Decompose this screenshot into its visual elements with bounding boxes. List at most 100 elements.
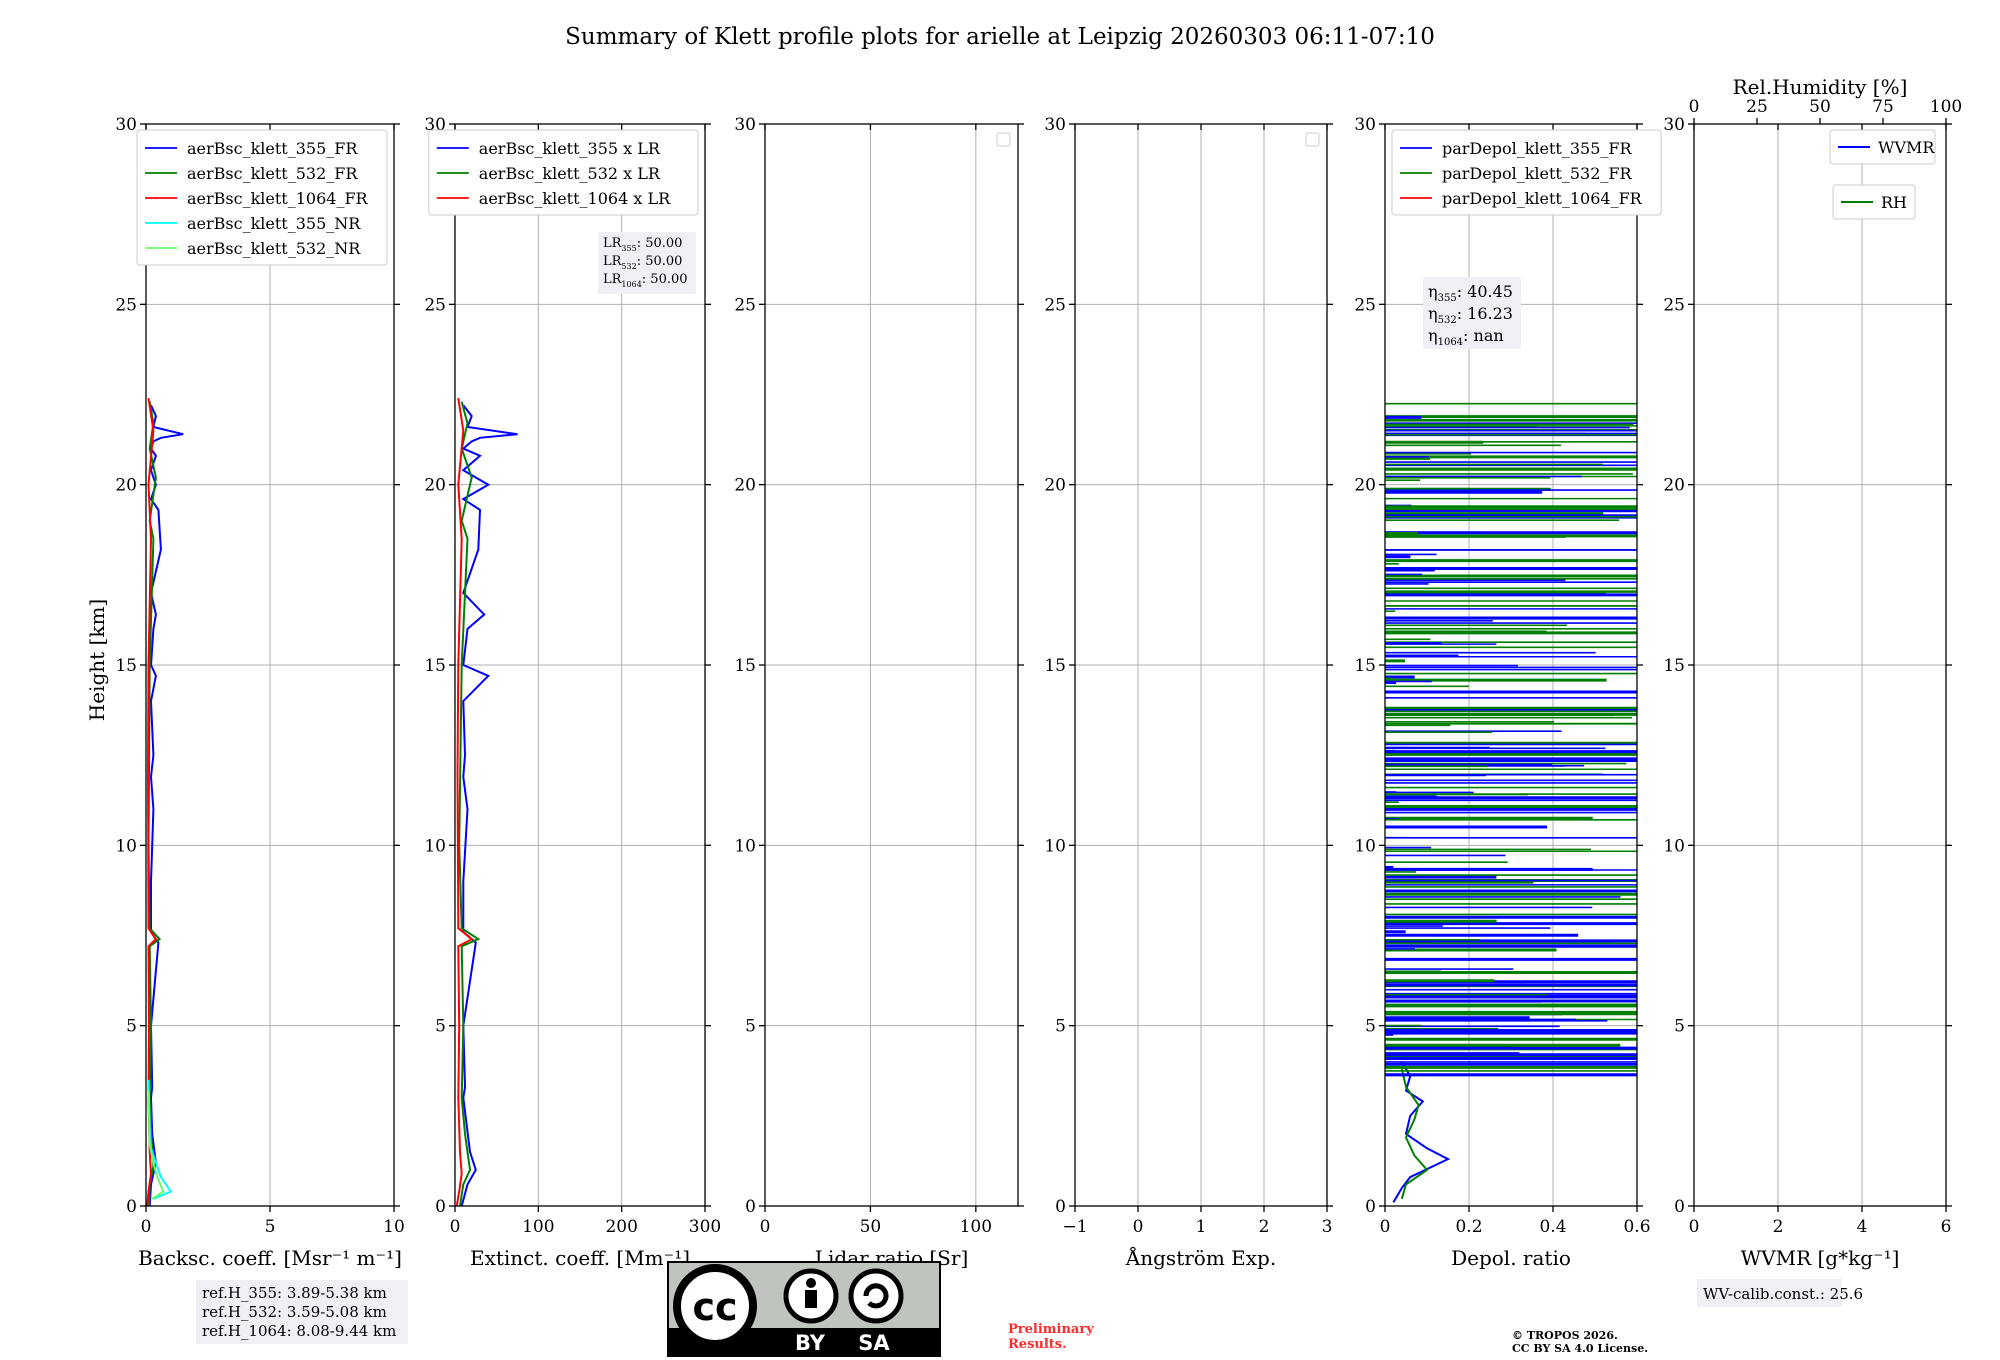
x-axis-label-depol: Depol. ratio [1451,1246,1571,1270]
ytick-label: 20 [1354,476,1376,496]
legend-entry: aerBsc_klett_1064_FR [187,189,369,208]
ytick-label: 5 [1365,1017,1376,1037]
ytick-label: 20 [424,476,446,496]
legend-entry: parDepol_klett_1064_FR [1442,189,1643,208]
top-xtick-label: 75 [1872,97,1894,117]
x-axis-label-ext: Extinct. coeff. [Mm⁻¹] [470,1246,690,1270]
xtick-label: 2 [1259,1217,1270,1237]
ytick-label: 25 [424,295,446,315]
series-group-bsc [146,397,184,1206]
ytick-label: 20 [1044,476,1066,496]
ytick-label: 30 [734,115,756,135]
top-xtick-label: 0 [1689,97,1700,117]
series-line-bsc-4 [147,1090,165,1200]
xtick-label: 0 [1133,1217,1144,1237]
ytick-label: 25 [1354,295,1376,315]
legend-entry: aerBsc_klett_355_FR [187,139,358,158]
xtick-label: 0 [1689,1217,1700,1237]
legend-entry: aerBsc_klett_532_FR [187,164,358,183]
eta-info-text: η532: 16.23 [1428,304,1513,326]
ytick-label: 10 [424,836,446,856]
legend-entry: aerBsc_klett_1064 x LR [479,189,671,208]
ytick-label: 20 [115,476,137,496]
ytick-label: 5 [1674,1017,1685,1037]
ytick-label: 0 [745,1197,756,1217]
eta-info-text: η355: 40.45 [1428,282,1513,304]
legend-entry: RH [1881,193,1907,212]
panel-depol: 0 5 10 15 20 25 30 0 0.2 0.4 0.6 Depol. ratio parDep… [1354,115,1662,1270]
ytick-label: 30 [1663,115,1685,135]
xtick-label: 50 [860,1217,882,1237]
ytick-label: 20 [734,476,756,496]
ytick-label: 15 [1044,656,1066,676]
eta-info-text: η1064: nan [1428,326,1504,348]
top-axis-label: Rel.Humidity [%] [1733,75,1908,99]
wv-calib-box [1697,1279,1842,1307]
lidar-ratio-info-text: LR355: 50.00 [603,236,682,253]
ytick-label: 5 [745,1017,756,1037]
ytick-label: 0 [1365,1197,1376,1217]
series-line-ext-1 [458,401,481,1206]
ytick-label: 30 [115,115,137,135]
series-group-ext [455,397,518,1206]
xtick-label: 200 [605,1217,637,1237]
legend-entry: WVMR [1878,138,1935,157]
top-xtick-label: 50 [1809,97,1831,117]
preliminary-line-2: Results. [1008,1337,1067,1352]
ytick-label: 5 [1055,1017,1066,1037]
series-line-depol-1 [1400,1068,1429,1200]
xtick-label: 6 [1941,1217,1952,1237]
ytick-label: 5 [435,1017,446,1037]
ytick-label: 30 [1044,115,1066,135]
xtick-label: 3 [1322,1217,1333,1237]
series-line-ext-2 [455,397,474,1206]
xtick-label: 100 [960,1217,992,1237]
xtick-label: 0.2 [1455,1217,1482,1237]
series-line-depol-0 [1392,1061,1451,1203]
empty-legend [1305,132,1320,147]
xtick-label: 5 [265,1217,276,1237]
ytick-label: 10 [1354,836,1376,856]
xtick-label: 2 [1773,1217,1784,1237]
legend-entry: aerBsc_klett_532 x LR [479,164,661,183]
ref-height-text: ref.H_1064: 8.08-9.44 km [202,1322,396,1340]
series-group-depol [1385,402,1637,1203]
top-xtick-label: 100 [1930,97,1962,117]
lidar-ratio-info-box [598,232,696,294]
ref-height-text: ref.H_355: 3.89-5.38 km [202,1284,387,1302]
ytick-label: 0 [126,1197,137,1217]
y-axis-label: Height [km] [85,599,109,721]
ytick-label: 15 [424,656,446,676]
ytick-label: 15 [1663,656,1685,676]
xtick-label: 0 [141,1217,152,1237]
preliminary-line-1: Preliminary [1008,1322,1094,1337]
legend-entry: parDepol_klett_355_FR [1442,139,1633,158]
xtick-label: 0.6 [1623,1217,1650,1237]
legend-box-rh [1832,184,1916,220]
ytick-label: 15 [734,656,756,676]
ref-height-text: ref.H_532: 3.59-5.08 km [202,1303,387,1321]
x-axis-label-bsc: Backsc. coeff. [Msr⁻¹ m⁻¹] [138,1246,402,1270]
sa-share-icon [848,1268,904,1324]
legend-box-ext [428,129,699,216]
ytick-label: 0 [435,1197,446,1217]
x-axis-label-wv: WVMR [g*kg⁻¹] [1741,1246,1900,1270]
series-line-bsc-0 [148,404,184,1206]
ref-height-box [196,1280,408,1344]
lidar-ratio-info-text: LR1064: 50.00 [603,272,688,289]
ytick-label: 25 [1044,295,1066,315]
ytick-label: 25 [1663,295,1685,315]
xtick-label: −1 [1062,1217,1087,1237]
eta-info-box [1423,277,1521,349]
wv-calib-text: WV-calib.const.: 25.6 [1703,1285,1863,1303]
badge-by-text: BY [795,1331,826,1355]
panel-bsc: 0 5 10 15 20 25 30 0 5 10 Backsc. coeff. [Msr⁻¹ m⁻… [115,115,408,1344]
legend-entry: aerBsc_klett_532_NR [187,239,361,258]
series-line-ext-0 [460,404,518,1206]
empty-legend [996,132,1011,147]
